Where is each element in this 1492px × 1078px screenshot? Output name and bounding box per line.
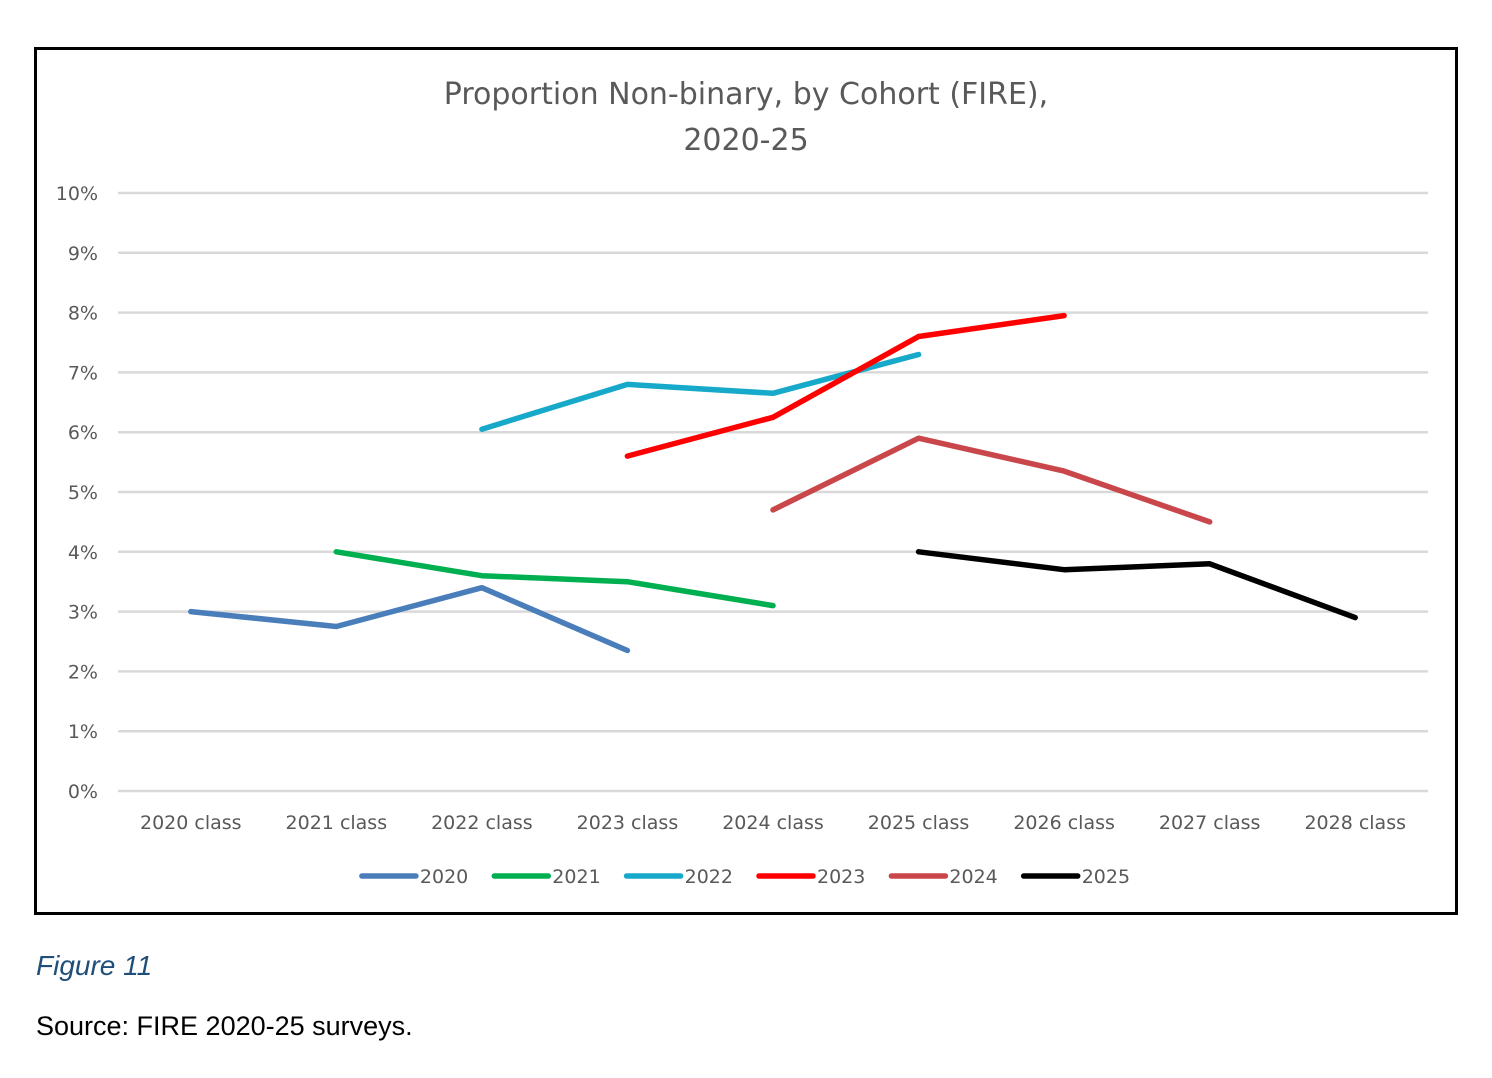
legend-label: 2021 [552,866,600,888]
x-tick-label: 2024 class [722,812,824,834]
legend-label: 2022 [685,866,733,888]
x-tick-label: 2028 class [1304,812,1406,834]
legend-item-2024: 2024 [888,866,998,888]
y-tick-label: 3% [68,602,98,624]
legend-item-2022: 2022 [623,866,733,888]
series-line-2020 [188,584,631,654]
figure-caption: Figure 11 [36,950,153,981]
gridlines [118,191,1428,793]
chart-frame: Proportion Non-binary, by Cohort (FIRE),… [34,47,1458,915]
y-tick-label: 4% [68,542,98,564]
series-lines [188,312,1358,654]
line-chart: Proportion Non-binary, by Cohort (FIRE),… [56,77,1428,888]
chart-title-line-2: 2020-25 [683,123,808,158]
legend-item-2020: 2020 [359,866,468,888]
legend: 2020 2021 2022 2023 2024 2025 [359,866,1130,888]
y-tick-label: 0% [68,781,98,803]
series-line-2024 [770,435,1213,525]
y-axis-tick-labels: 0% 1% 2% 3% 4% 5% 6% 7% 8% 9% 10% [56,183,98,803]
legend-item-2021: 2021 [491,866,601,888]
series-line-2021 [333,549,776,609]
source-note: Source: FIRE 2020-25 surveys. [36,1011,413,1041]
legend-item-2023: 2023 [756,866,865,888]
legend-label: 2024 [949,866,997,888]
x-tick-label: 2027 class [1159,812,1261,834]
y-tick-label: 10% [56,183,98,205]
x-tick-label: 2021 class [286,812,388,834]
x-tick-label: 2020 class [140,812,242,834]
y-tick-label: 5% [68,482,98,504]
y-tick-label: 7% [68,362,98,384]
y-tick-label: 9% [68,243,98,265]
legend-label: 2025 [1082,866,1130,888]
legend-label: 2020 [420,866,468,888]
y-tick-label: 6% [68,422,98,444]
y-tick-label: 8% [68,303,98,325]
series-line-2023 [624,312,1067,459]
x-tick-label: 2026 class [1013,812,1115,834]
x-tick-label: 2023 class [577,812,679,834]
x-tick-label: 2022 class [431,812,533,834]
series-line-2022 [479,351,922,432]
x-axis-tick-labels: 2020 class 2021 class 2022 class 2023 class… [140,812,1406,834]
legend-item-2025: 2025 [1020,866,1130,888]
chart-title-line-1: Proportion Non-binary, by Cohort (FIRE), [444,77,1048,112]
y-tick-label: 1% [68,721,98,743]
legend-label: 2023 [817,866,865,888]
series-line-2025 [915,549,1358,621]
y-tick-label: 2% [68,661,98,683]
x-tick-label: 2025 class [868,812,970,834]
